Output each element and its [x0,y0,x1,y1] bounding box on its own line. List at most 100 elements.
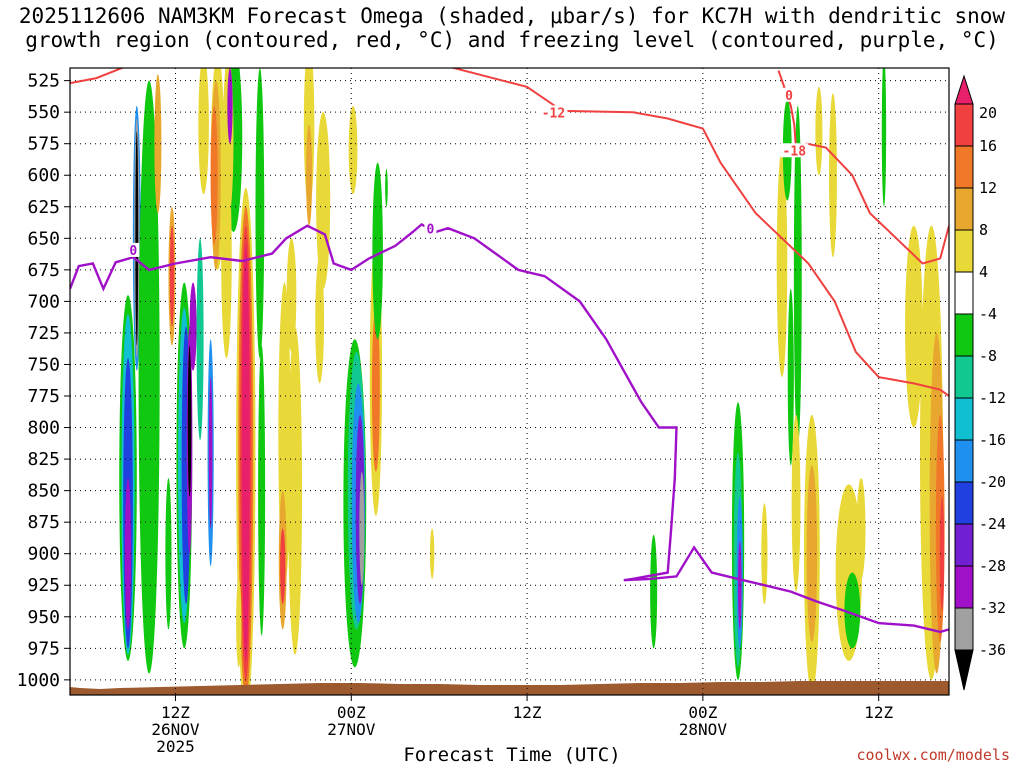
omega-cell [844,572,861,649]
omega-cell [198,68,209,195]
y-tick-label: 925 [27,575,60,596]
omega-cell [372,162,383,340]
y-tick-label: 725 [27,323,60,344]
colorbar-swatch [954,103,974,147]
y-tick-label: 650 [27,228,60,249]
omega-cell [371,307,380,472]
terrain-ground [70,681,949,695]
omega-cell [776,150,788,378]
omega-cell [881,68,887,207]
colorbar-label: 8 [979,221,988,239]
omega-cell [258,345,266,636]
y-tick-label: 525 [27,71,60,92]
omega-cell [187,345,192,497]
omega-cell [169,225,175,327]
omega-cell [241,244,250,661]
colorbar-label: -12 [979,389,1006,407]
omega-cell [210,105,218,245]
omega-cell [236,578,242,668]
plot-frame [69,67,950,696]
y-tick-label: 550 [27,102,60,123]
omega-cell [138,80,160,674]
omega-cell [286,238,297,352]
colorbar-swatch [954,607,974,651]
colorbar-label: -20 [979,473,1006,491]
colorbar-swatch [954,355,974,399]
omega-cell [280,528,286,605]
dgz-contour-line [777,70,949,265]
omega-cell [905,225,923,428]
y-tick-label: 700 [27,291,60,312]
omega-cell [255,68,265,359]
colorbar-label: -16 [979,431,1006,449]
omega-cell [154,74,162,214]
omega-cell [939,496,945,611]
dgz-contour-label-bg [539,105,568,120]
colorbar-swatch [954,229,974,273]
x-tick-label: 12Z [864,703,893,722]
colorbar-bottom-arrow [954,649,974,691]
y-tick-label: 675 [27,260,60,281]
omega-cell [221,156,232,359]
x-tick-label: 28NOV [679,720,728,739]
x-axis-title: Forecast Time (UTC) [403,744,621,766]
y-tick-label: 625 [27,197,60,218]
chart-title-line-2: growth region (contoured, red, °C) and f… [25,28,999,52]
freezing-level-label-bg [424,221,437,236]
dgz-contour-label-bg [775,87,804,102]
omega-cell [385,168,388,207]
y-tick-label: 875 [27,512,60,533]
omega-cell [429,528,435,579]
omega-cell [793,105,802,447]
omega-cell [829,93,837,258]
omega-cell [856,478,866,579]
colorbar-swatch [954,523,974,567]
omega-cell [348,105,358,195]
omega-cell [787,288,794,466]
colorbar-label: -28 [979,557,1006,575]
omega-shading [119,68,945,695]
y-tick-label: 750 [27,354,60,375]
y-tick-label: 575 [27,134,60,155]
omega-cell [208,377,213,529]
terrain [70,681,949,695]
colorbar-swatch [954,187,974,231]
x-tick-label: 26NOV [151,720,200,739]
y-tick-label: 800 [27,418,60,439]
colorbar-label: -36 [979,641,1006,659]
y-tick-label: 850 [27,481,60,502]
x-tick-label: 00Z [337,703,366,722]
colorbar-swatch [954,481,974,525]
omega-cell [761,503,768,605]
y-tick-label: 900 [27,544,60,565]
x-tick-label: 12Z [513,703,542,722]
dgz-contour-line [70,68,949,397]
colorbar-swatch [954,313,974,357]
omega-cell [738,541,742,630]
colorbar-swatch [954,565,974,609]
omega-cell [815,86,823,176]
credit-text: coolwx.com/models [856,746,1010,764]
omega-cell [359,471,365,586]
omega-cell [124,478,132,630]
y-tick-label: 825 [27,449,60,470]
omega-cell [189,282,197,371]
x-tick-label: 2025 [156,737,195,756]
freezing-level-label: 0 [129,244,137,259]
omega-cell [196,238,204,441]
chart-title: 2025112606 NAM3KM Forecast Omega (shaded… [0,4,1024,52]
colorbar-swatch [954,271,974,315]
chart-title-line-1: 2025112606 NAM3KM Forecast Omega (shaded… [18,4,1006,28]
y-axis: 525 550 575 600 625 650 675 700 725 750 775 800 825 8… [17,71,70,691]
colorbar-label: -32 [979,599,1006,617]
x-tick-label: 27NOV [327,720,376,739]
colorbar-label: 12 [979,179,997,197]
colorbar-swatch [954,145,974,189]
omega-cell [316,112,331,289]
contours: -12 -18 0 0 0 [70,68,949,634]
omega-cell [165,478,172,630]
x-tick-label: 00Z [688,703,717,722]
omega-cell [791,414,801,592]
y-tick-label: 950 [27,607,60,628]
